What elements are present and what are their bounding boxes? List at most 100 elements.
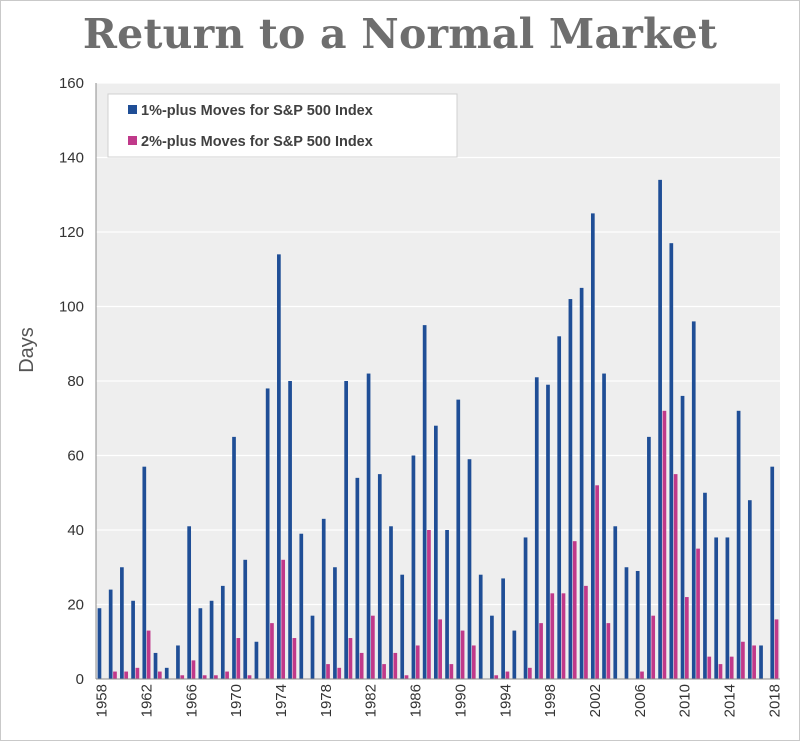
x-tick-label: 1974: [273, 684, 290, 717]
bar-2pct-1994: [505, 671, 510, 679]
bar-1pct-1968: [209, 600, 214, 679]
bar-2pct-1990: [460, 630, 465, 679]
bar-2pct-2003: [606, 623, 611, 679]
bar-1pct-1973: [265, 388, 270, 679]
legend-swatch: [128, 105, 137, 114]
bar-2pct-2006: [640, 671, 644, 679]
bar-2pct-1997: [539, 623, 543, 679]
y-tick-label: 20: [67, 597, 84, 614]
bar-1pct-1970: [232, 436, 236, 679]
bar-1pct-1958: [97, 608, 102, 679]
x-tick-label: 1998: [542, 684, 559, 717]
bar-1pct-2006: [635, 570, 640, 679]
x-tick-label: 2014: [722, 684, 739, 717]
bar-2pct-1987: [427, 530, 431, 679]
bar-1pct-2001: [579, 287, 584, 679]
bar-2pct-1959: [113, 671, 117, 679]
bar-2pct-1986: [415, 645, 420, 679]
bar-1pct-1995: [512, 630, 517, 679]
bar-1pct-1976: [299, 533, 304, 679]
bar-2pct-1993: [494, 675, 499, 679]
bar-2pct-1979: [337, 667, 342, 679]
bar-2pct-1965: [180, 675, 185, 679]
bar-2pct-1966: [191, 660, 196, 679]
bar-2pct-1981: [359, 652, 364, 679]
bar-2pct-2015: [741, 641, 745, 679]
bar-2pct-1982: [371, 615, 375, 679]
bar-1pct-1991: [467, 459, 472, 679]
bar-1pct-2007: [647, 436, 651, 679]
bar-2pct-1978: [326, 664, 330, 679]
bar-1pct-2015: [736, 410, 741, 679]
bar-1pct-2010: [680, 395, 685, 679]
bar-1pct-1984: [389, 526, 393, 679]
bar-1pct-1997: [534, 377, 539, 679]
bar-2pct-1988: [438, 619, 443, 679]
bar-2pct-1962: [146, 630, 151, 679]
y-tick-label: 0: [76, 671, 84, 688]
bar-2pct-1974: [281, 559, 286, 679]
bar-1pct-1977: [310, 615, 315, 679]
bar-2pct-2002: [595, 485, 599, 679]
bar-1pct-1975: [288, 381, 292, 679]
bar-1pct-1992: [478, 574, 483, 679]
x-tick-label: 1962: [138, 684, 155, 717]
bar-1pct-1987: [422, 325, 427, 679]
legend-entry: 1%-plus Moves for S&P 500 Index: [141, 103, 373, 119]
bar-2pct-2016: [752, 645, 756, 679]
y-tick-label: 120: [59, 224, 84, 241]
bar-1pct-1985: [400, 574, 405, 679]
bar-1pct-1963: [153, 652, 158, 679]
bar-1pct-1961: [131, 600, 135, 679]
x-tick-label: 2010: [677, 684, 694, 717]
bar-2pct-1991: [471, 645, 476, 679]
bar-1pct-2014: [725, 537, 730, 679]
bar-2pct-2007: [651, 615, 656, 679]
bar-2pct-1989: [449, 664, 454, 679]
bar-1pct-2013: [714, 537, 719, 679]
y-tick-label: 40: [67, 522, 84, 539]
x-tick-label: 2002: [587, 684, 604, 717]
bar-2pct-1968: [214, 675, 218, 679]
y-tick-label: 100: [59, 299, 84, 316]
x-tick-label: 1966: [183, 684, 200, 717]
bar-2pct-1985: [404, 675, 409, 679]
bar-1pct-2004: [613, 526, 618, 679]
bar-1pct-1996: [523, 537, 528, 679]
bar-1pct-1966: [187, 526, 192, 679]
x-tick-label: 1970: [228, 684, 245, 717]
bar-1pct-1986: [411, 455, 416, 679]
bar-2pct-1969: [225, 671, 229, 679]
bar-2pct-2009: [673, 474, 678, 679]
bar-2pct-1999: [561, 593, 566, 679]
x-tick-label: 1982: [363, 684, 380, 717]
bar-2pct-1973: [270, 623, 274, 679]
bar-1pct-1999: [557, 336, 562, 679]
legend-box: [107, 93, 458, 158]
y-axis-label: Days: [16, 327, 38, 373]
bar-2pct-2018: [774, 619, 779, 679]
bar-2pct-1967: [202, 675, 207, 679]
x-tick-label: 1986: [408, 684, 425, 717]
bar-1pct-2016: [747, 500, 752, 679]
bar-2pct-1970: [236, 638, 241, 679]
bar-2pct-2000: [572, 541, 577, 679]
bar-2pct-1963: [157, 671, 162, 679]
axes: [95, 83, 780, 680]
x-tick-labels: 1958 1962 1966 1970 1974 1978 1982 1986 1990 1994…: [94, 684, 784, 717]
bar-2pct-1971: [247, 675, 252, 679]
bar-1pct-1980: [344, 381, 348, 679]
bar-1pct-1965: [176, 645, 180, 679]
y-tick-label: 160: [59, 75, 84, 92]
bar-2pct-2014: [729, 656, 734, 679]
bar-2pct-1975: [292, 638, 297, 679]
bars: [97, 179, 779, 680]
bar-1pct-1974: [277, 254, 281, 679]
bar-1pct-1978: [321, 518, 326, 679]
chart-title: Return to a Normal Market: [82, 10, 718, 58]
legend-swatch: [128, 136, 137, 145]
y-tick-label: 140: [59, 150, 84, 167]
bar-2pct-1980: [348, 638, 353, 679]
bar-2pct-1996: [528, 667, 532, 679]
